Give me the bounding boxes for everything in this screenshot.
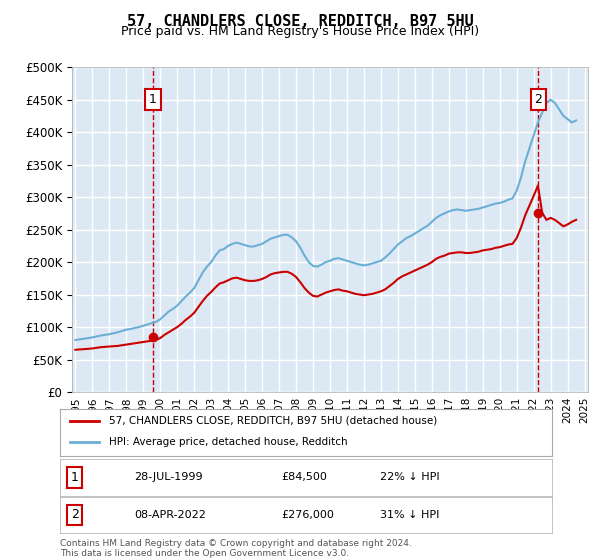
Text: £276,000: £276,000 bbox=[281, 510, 334, 520]
Text: 57, CHANDLERS CLOSE, REDDITCH, B97 5HU (detached house): 57, CHANDLERS CLOSE, REDDITCH, B97 5HU (… bbox=[109, 416, 437, 426]
Text: HPI: Average price, detached house, Redditch: HPI: Average price, detached house, Redd… bbox=[109, 437, 348, 447]
Text: £84,500: £84,500 bbox=[281, 473, 327, 482]
Text: 22% ↓ HPI: 22% ↓ HPI bbox=[380, 473, 439, 482]
Text: 2: 2 bbox=[535, 93, 542, 106]
Text: 57, CHANDLERS CLOSE, REDDITCH, B97 5HU: 57, CHANDLERS CLOSE, REDDITCH, B97 5HU bbox=[127, 14, 473, 29]
Text: 08-APR-2022: 08-APR-2022 bbox=[134, 510, 206, 520]
Text: 31% ↓ HPI: 31% ↓ HPI bbox=[380, 510, 439, 520]
Text: 1: 1 bbox=[71, 471, 79, 484]
Text: 1: 1 bbox=[149, 93, 157, 106]
Text: Contains HM Land Registry data © Crown copyright and database right 2024.
This d: Contains HM Land Registry data © Crown c… bbox=[60, 539, 412, 558]
Text: 2: 2 bbox=[71, 508, 79, 521]
Text: 28-JUL-1999: 28-JUL-1999 bbox=[134, 473, 202, 482]
Text: Price paid vs. HM Land Registry's House Price Index (HPI): Price paid vs. HM Land Registry's House … bbox=[121, 25, 479, 38]
